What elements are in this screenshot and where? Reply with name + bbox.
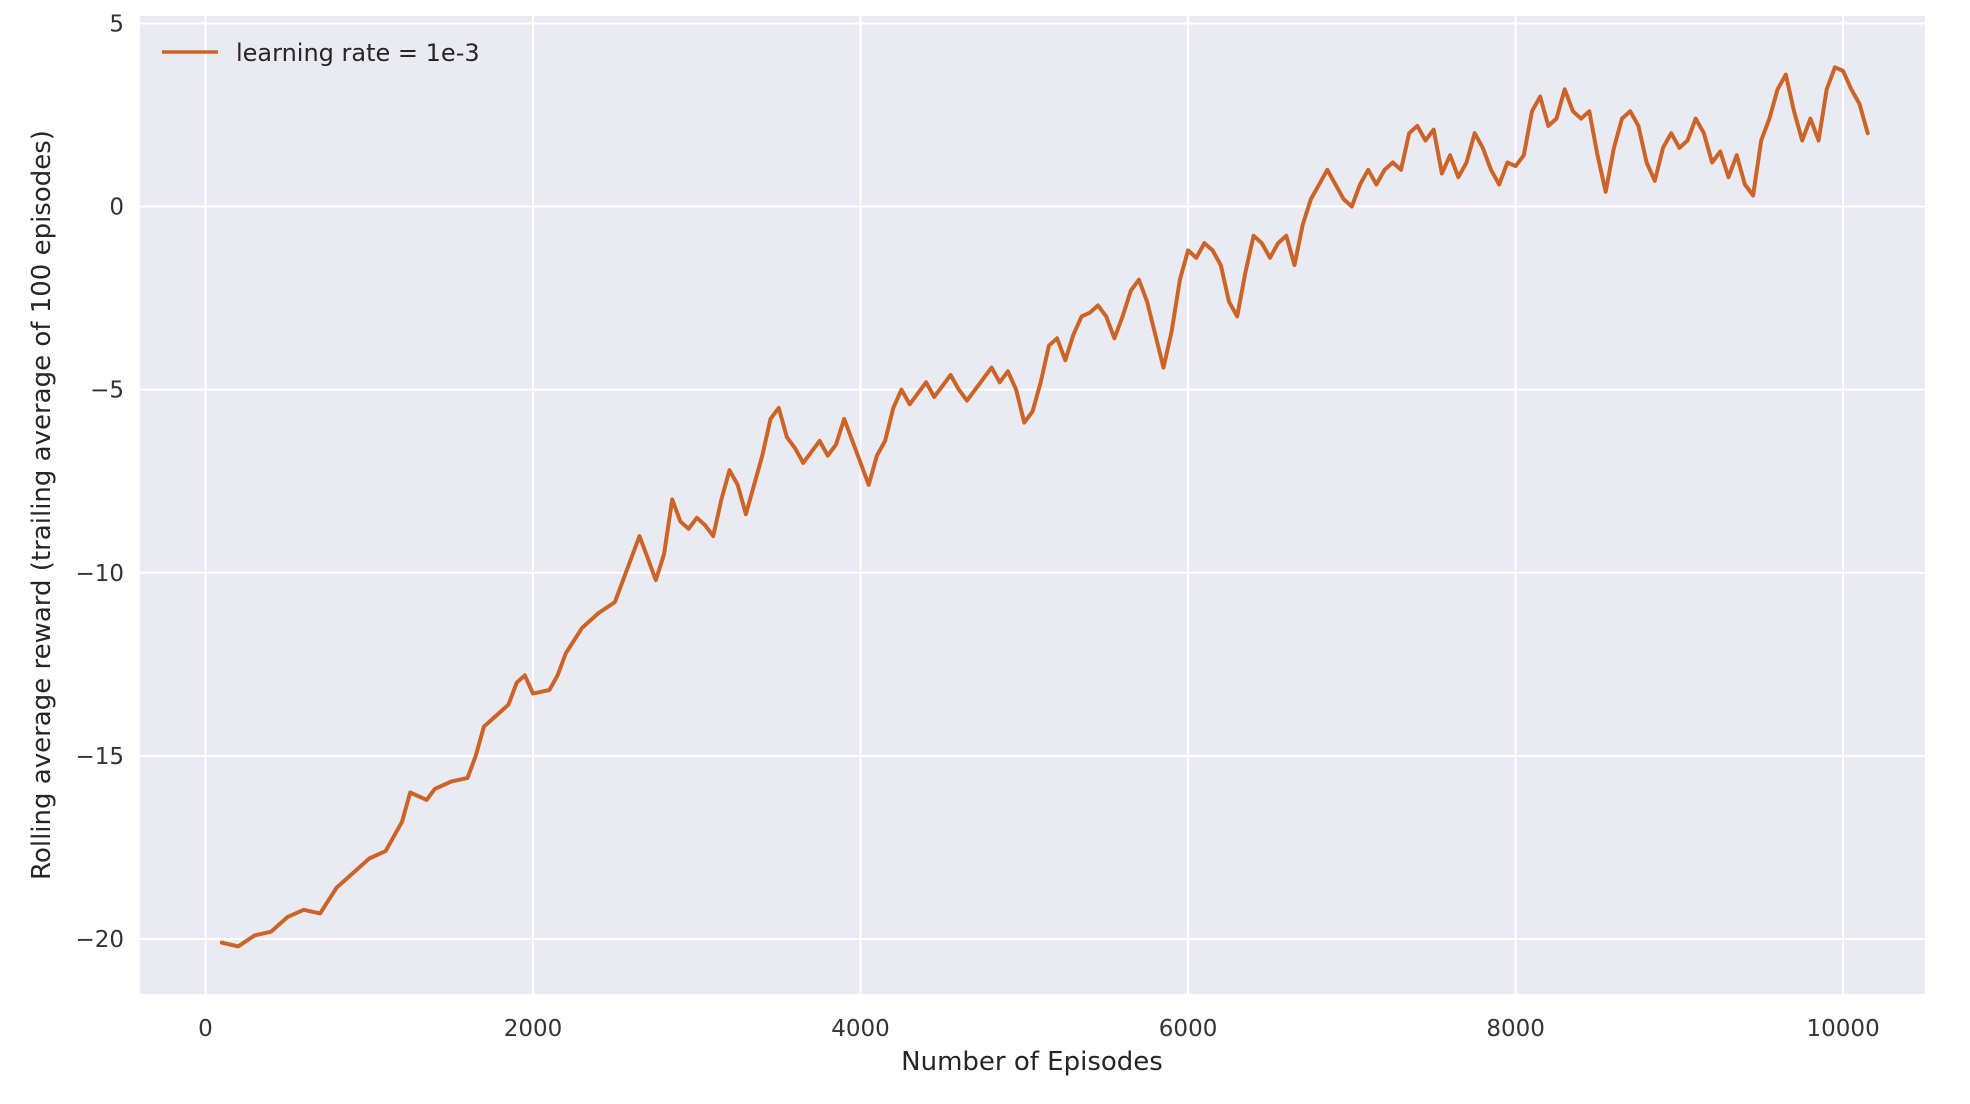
series-layer [219, 65, 1870, 949]
x-tick-label: 0 [198, 1016, 213, 1042]
x-tick-label: 8000 [1486, 1016, 1545, 1042]
grid-lines [140, 16, 1925, 994]
y-tick-label: −10 [75, 561, 124, 587]
y-tick-label: 5 [109, 11, 124, 37]
y-tick-label: 0 [109, 194, 124, 220]
y-axis-label: Rolling average reward (trailing average… [27, 130, 57, 880]
tick-labels: 0 2000 4000 6000 8000 10000 5 0 −5 −10 −15 −20 [75, 11, 1879, 1042]
legend-label: learning rate = 1e-3 [236, 39, 480, 67]
x-tick-label: 2000 [504, 1016, 563, 1042]
x-axis-label: Number of Episodes [901, 1047, 1163, 1077]
y-tick-label: −20 [75, 927, 124, 953]
x-tick-label: 4000 [831, 1016, 890, 1042]
x-tick-label: 6000 [1159, 1016, 1218, 1042]
y-tick-label: −5 [90, 378, 124, 404]
x-tick-label: 10000 [1807, 1016, 1880, 1042]
series-line [219, 65, 1870, 949]
legend: learning rate = 1e-3 [162, 39, 480, 67]
plot-background [140, 16, 1925, 994]
y-tick-label: −15 [75, 744, 124, 770]
